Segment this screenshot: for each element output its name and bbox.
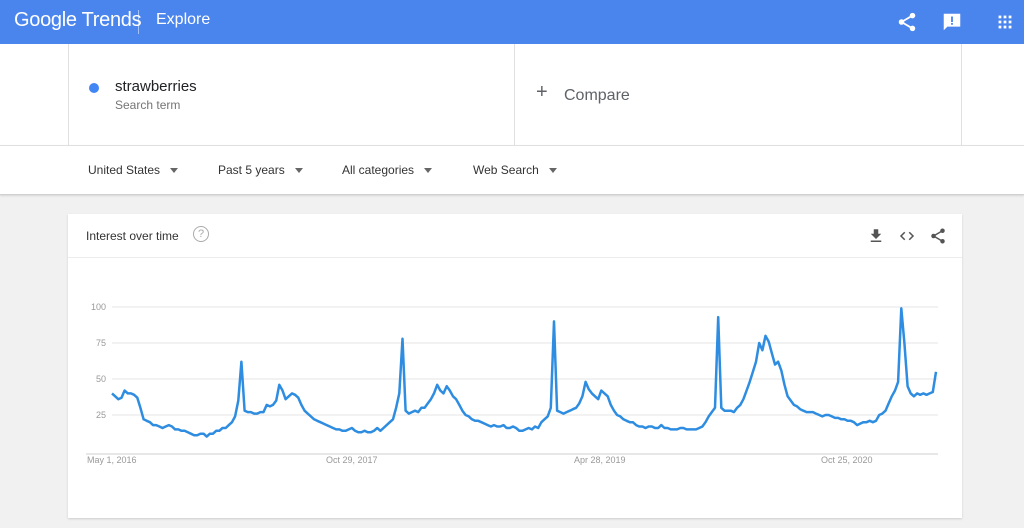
- search-term-name[interactable]: strawberries: [115, 78, 197, 95]
- time-range-dropdown[interactable]: Past 5 years: [218, 163, 303, 177]
- share-icon[interactable]: [929, 227, 947, 245]
- compare-button[interactable]: Compare: [564, 87, 630, 104]
- chevron-down-icon: [170, 168, 179, 174]
- card-divider: [68, 257, 962, 258]
- filter-bar: United States Past 5 years All categorie…: [0, 145, 1024, 195]
- download-icon[interactable]: [867, 227, 885, 245]
- y-tick-label: 75: [96, 338, 106, 348]
- x-tick-label: Oct 25, 2020: [821, 455, 873, 465]
- search-property-label: Web Search: [473, 163, 539, 177]
- category-dropdown[interactable]: All categories: [342, 163, 433, 177]
- term-color-dot: [89, 83, 99, 93]
- chevron-down-icon: [424, 168, 433, 174]
- help-icon[interactable]: ?: [193, 226, 209, 242]
- y-tick-label: 50: [96, 374, 106, 384]
- top-bar: Google Trends Explore: [0, 0, 1024, 44]
- y-tick-label: 25: [96, 410, 106, 420]
- interest-over-time-card: Interest over time ? 25 50 75 100 May 1, 201…: [68, 214, 962, 518]
- y-tick-label: 100: [91, 302, 106, 312]
- share-icon[interactable]: [896, 11, 918, 33]
- apps-icon[interactable]: [994, 11, 1016, 33]
- search-property-dropdown[interactable]: Web Search: [473, 163, 557, 177]
- chevron-down-icon: [294, 168, 303, 174]
- x-tick-label: Oct 29, 2017: [326, 455, 378, 465]
- card-title: Interest over time: [86, 229, 179, 243]
- google-trends-logo[interactable]: Google Trends: [14, 9, 142, 31]
- category-label: All categories: [342, 163, 415, 177]
- search-term-type: Search term: [115, 98, 181, 112]
- plus-icon: +: [536, 81, 548, 103]
- interest-line-chart[interactable]: 25 50 75 100 May 1, 2016 Oct 29, 2017 Apr 28, …: [68, 258, 962, 518]
- compare-box[interactable]: + Compare: [514, 44, 962, 145]
- embed-icon[interactable]: [898, 227, 916, 245]
- time-range-label: Past 5 years: [218, 163, 285, 177]
- search-term-box[interactable]: strawberries Search term: [68, 44, 515, 145]
- page-title: Explore: [156, 11, 211, 28]
- chevron-down-icon: [548, 168, 557, 174]
- region-label: United States: [88, 163, 161, 177]
- series-line[interactable]: [111, 307, 938, 438]
- region-dropdown[interactable]: United States: [88, 163, 179, 177]
- header-divider: [138, 10, 139, 34]
- feedback-icon[interactable]: [941, 11, 963, 33]
- search-panel: strawberries Search term + Compare: [0, 44, 1024, 145]
- x-tick-label: Apr 28, 2019: [574, 455, 626, 465]
- x-tick-label: May 1, 2016: [87, 455, 137, 465]
